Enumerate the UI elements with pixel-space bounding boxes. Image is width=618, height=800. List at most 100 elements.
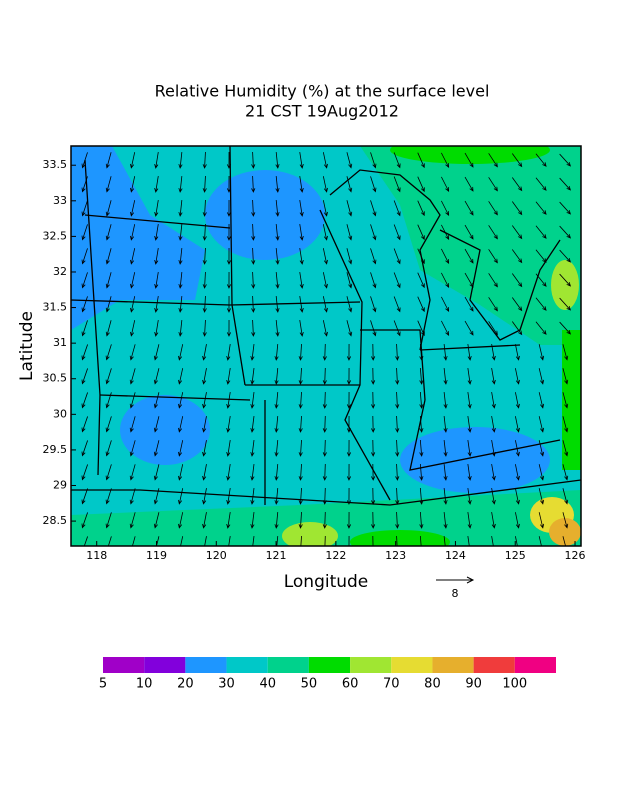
wind-arrow bbox=[535, 249, 547, 263]
wind-arrow bbox=[535, 273, 547, 287]
wind-arrow bbox=[105, 392, 112, 409]
wind-arrow bbox=[417, 224, 425, 241]
wind-arrow bbox=[153, 488, 160, 505]
x-tick-label: 122 bbox=[325, 549, 346, 562]
wind-arrow bbox=[441, 176, 450, 192]
wind-arrow bbox=[275, 152, 280, 169]
wind-arrow bbox=[370, 296, 377, 313]
wind-arrow bbox=[346, 391, 352, 409]
wind-arrow bbox=[105, 416, 112, 433]
wind-arrow bbox=[250, 392, 255, 409]
state-border bbox=[229, 146, 246, 386]
wind-arrow bbox=[491, 416, 496, 433]
wind-arrow bbox=[322, 487, 327, 505]
wind-arrow bbox=[370, 200, 377, 217]
wind-arrow bbox=[81, 512, 88, 529]
wind-arrow bbox=[511, 225, 523, 240]
wind-arrow bbox=[419, 367, 424, 385]
wind-arrow bbox=[226, 223, 232, 241]
wind-arrow bbox=[274, 439, 279, 457]
wind-arrow bbox=[105, 464, 112, 481]
wind-arrow bbox=[226, 392, 231, 409]
wind-arrow bbox=[154, 320, 159, 337]
wind-arrow bbox=[562, 368, 569, 385]
wind-arrow bbox=[178, 224, 183, 241]
wind-arrow bbox=[467, 464, 472, 481]
wind-arrow bbox=[322, 367, 327, 385]
wind-arrow bbox=[276, 535, 279, 546]
wind-arrow bbox=[488, 177, 498, 192]
wind-arrow bbox=[274, 511, 279, 529]
wind-arrow bbox=[178, 272, 183, 289]
wind-arrow bbox=[511, 177, 523, 192]
wind-arrow bbox=[107, 536, 112, 546]
y-tick-label: 30.5 bbox=[43, 372, 68, 385]
wind-arrow bbox=[346, 320, 353, 337]
wind-arrow bbox=[370, 224, 377, 241]
colorbar-label: 40 bbox=[259, 677, 276, 692]
wind-arrow bbox=[443, 440, 448, 457]
wind-arrow bbox=[129, 440, 136, 457]
reference-vector-label: 8 bbox=[452, 587, 459, 600]
wind-arrow bbox=[559, 321, 571, 335]
wind-arrow bbox=[464, 248, 474, 264]
wind-arrow bbox=[251, 223, 256, 241]
x-axis-label: Longitude bbox=[284, 572, 369, 592]
wind-arrow bbox=[130, 176, 136, 193]
wind-arrow bbox=[417, 320, 425, 337]
wind-arrow bbox=[511, 273, 523, 288]
wind-arrow bbox=[515, 536, 518, 546]
wind-arrow bbox=[81, 200, 88, 217]
wind-arrow bbox=[372, 535, 374, 546]
wind-arrow bbox=[511, 249, 523, 264]
field-blue bbox=[71, 146, 205, 330]
wind-arrow bbox=[299, 296, 304, 313]
chart-title: Relative Humidity (%) at the surface lev… bbox=[155, 82, 490, 101]
wind-arrow bbox=[202, 344, 207, 361]
wind-arrow bbox=[371, 415, 376, 433]
wind-arrow bbox=[538, 392, 545, 409]
wind-arrow bbox=[81, 488, 88, 505]
wind-arrow bbox=[275, 224, 280, 241]
wind-arrow bbox=[515, 344, 520, 361]
wind-arrow bbox=[419, 511, 424, 529]
colorbar-box bbox=[391, 657, 433, 673]
state-border bbox=[409, 399, 561, 471]
wind-arrow bbox=[464, 296, 474, 312]
wind-arrow bbox=[130, 272, 136, 289]
wind-arrow bbox=[419, 415, 424, 433]
wind-arrow bbox=[562, 536, 566, 546]
field-lime bbox=[282, 522, 338, 546]
wind-arrow bbox=[322, 439, 327, 457]
wind-arrow bbox=[299, 152, 304, 169]
wind-arrow bbox=[467, 344, 472, 361]
field-blue bbox=[400, 427, 550, 493]
state-border bbox=[84, 159, 101, 476]
wind-arrow bbox=[105, 152, 112, 169]
wind-arrow bbox=[154, 176, 159, 193]
wind-arrow bbox=[535, 297, 547, 311]
wind-arrow bbox=[226, 344, 231, 361]
wind-arrow bbox=[81, 152, 88, 169]
state-border bbox=[319, 209, 391, 501]
wind-arrow bbox=[129, 512, 136, 529]
wind-arrow bbox=[538, 488, 545, 505]
wind-arrow bbox=[443, 416, 448, 433]
reference-arrow bbox=[436, 576, 475, 584]
x-tick-label: 121 bbox=[266, 549, 287, 562]
wind-arrow bbox=[441, 320, 450, 336]
wind-arrow bbox=[538, 368, 545, 385]
wind-arrow bbox=[298, 463, 303, 481]
wind-arrow bbox=[322, 463, 327, 481]
wind-arrow bbox=[251, 271, 256, 289]
wind-arrow bbox=[322, 343, 327, 361]
colorbar-label: 30 bbox=[218, 677, 235, 692]
wind-arrow bbox=[370, 248, 377, 265]
wind-arrow bbox=[153, 368, 160, 385]
wind-arrow bbox=[467, 368, 472, 385]
wind-arrow bbox=[417, 200, 425, 217]
wind-arrow bbox=[371, 439, 376, 457]
wind-arrow bbox=[491, 536, 494, 546]
wind-arrow bbox=[202, 464, 207, 481]
field-green-dark bbox=[390, 146, 550, 164]
